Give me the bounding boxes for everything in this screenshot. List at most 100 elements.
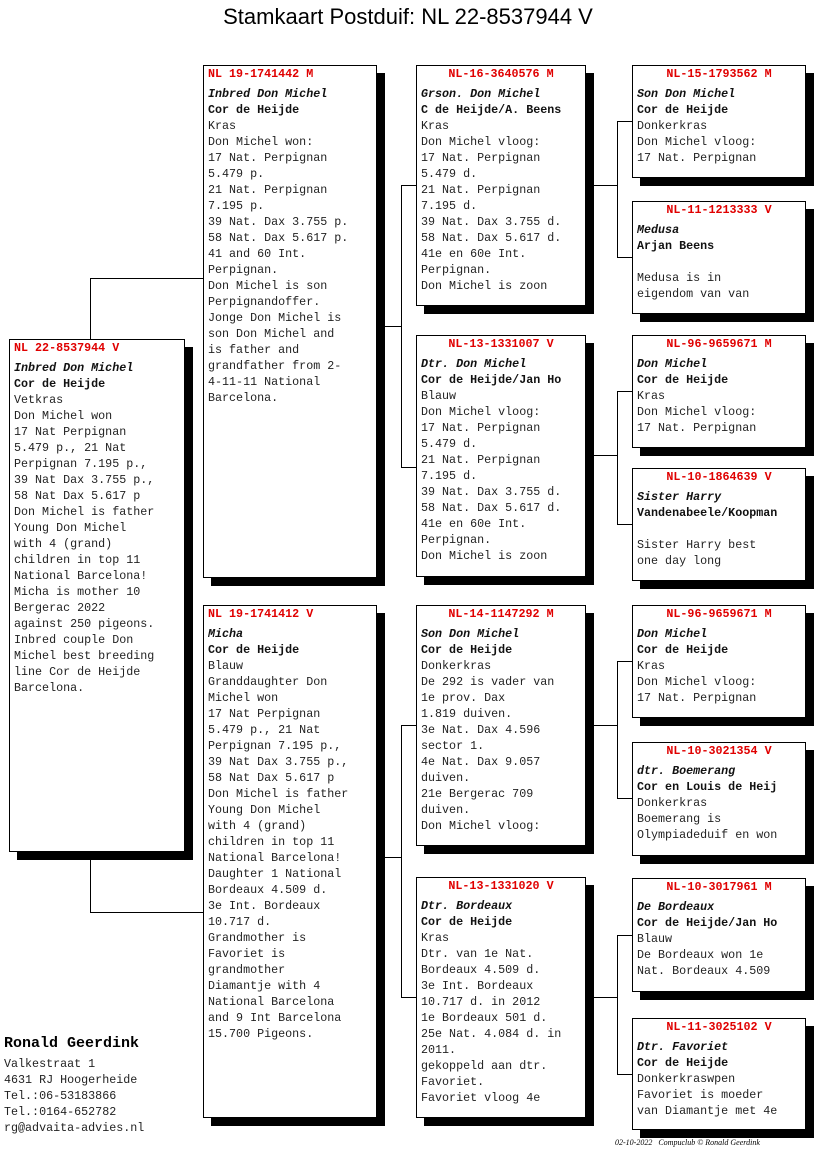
color: Kras — [637, 659, 666, 673]
note-line: 3e Nat. Dax 4.596 — [421, 723, 541, 737]
ring-number: NL-10-1864639 V — [666, 470, 772, 484]
note-line: Michel won — [208, 691, 279, 705]
breeder: Cor de Heijde/Jan Ho — [421, 373, 562, 387]
color: Blauw — [421, 389, 457, 403]
pigeon-name: Medusa — [637, 223, 680, 237]
note-line: Grandmother is — [208, 931, 307, 945]
note-line: Don Michel is father — [208, 787, 349, 801]
note-line: van Diamantje met 4e — [637, 1104, 778, 1118]
connector-line — [617, 121, 632, 122]
note-line: Favoriet. — [421, 1075, 485, 1089]
note-line: Don Michel won: — [208, 135, 314, 149]
note-line: De 292 is vader van — [421, 675, 555, 689]
note-line: Perpignandoffer. — [208, 295, 321, 309]
note-line: Barcelona. — [208, 391, 279, 405]
color: Blauw — [208, 659, 244, 673]
note-line: Perpignan. — [421, 263, 492, 277]
color: Vetkras — [14, 393, 64, 407]
note-line: 4-11-11 National — [208, 375, 321, 389]
note-line: Don Michel vloog: — [637, 405, 757, 419]
color: Kras — [421, 931, 450, 945]
ring-number: NL 22-8537944 V — [14, 341, 120, 355]
pigeon-card-sire: NL 19-1741442 M Inbred Don Michel Cor de H… — [203, 65, 377, 578]
note-line: Barcelona. — [14, 681, 85, 695]
note-line: 21 Nat. Perpignan — [421, 183, 541, 197]
owner-phone-2: Tel.:0164-652782 — [4, 1105, 117, 1119]
note-line: against 250 pigeons. — [14, 617, 155, 631]
color — [637, 521, 801, 537]
note-line: Bordeaux 4.509 d. — [208, 883, 328, 897]
note-line: 58 Nat. Dax 5.617 d. — [421, 501, 562, 515]
connector-line — [90, 859, 91, 912]
pigeon-card-dam-sire: NL-14-1147292 M Son Don Michel Cor de Heij… — [416, 605, 586, 846]
owner-phone: Tel.:06-53183866 — [4, 1089, 117, 1103]
ring-number: NL 19-1741412 V — [208, 607, 314, 621]
pigeon-name: Son Don Michel — [637, 87, 736, 101]
ring-number: NL 19-1741442 M — [208, 67, 314, 81]
ring-number: NL-16-3640576 M — [448, 67, 554, 81]
note-line: Granddaughter Don — [208, 675, 328, 689]
note-line: 17 Nat. Perpignan — [637, 421, 757, 435]
note-line: 17 Nat Perpignan — [208, 707, 321, 721]
ring-number: NL-13-1331020 V — [448, 879, 554, 893]
ring-number: NL-10-3021354 V — [666, 744, 772, 758]
note-line: 17 Nat. Perpignan — [421, 151, 541, 165]
ring-number: NL-11-3025102 V — [666, 1020, 772, 1034]
note-line: National Barcelona — [208, 995, 335, 1009]
note-line: Michel best breeding — [14, 649, 155, 663]
note-line: Perpignan. — [208, 263, 279, 277]
note-line: Nat. Bordeaux 4.509 — [637, 964, 771, 978]
footer-credit: 02-10-2022 Compuclub © Ronald Geerdink — [615, 1138, 760, 1147]
connector-line — [617, 661, 632, 662]
page-title: Stamkaart Postduif: NL 22-8537944 V — [223, 4, 593, 29]
note-line: 7.195 p. — [208, 199, 265, 213]
note-line: Inbred couple Don — [14, 633, 134, 647]
connector-line — [90, 278, 91, 339]
color: Kras — [637, 389, 666, 403]
breeder: Cor de Heijde — [421, 643, 513, 657]
pigeon-card-dam-sire-sire: NL-96-9659671 M Don Michel Cor de Heijde Kr… — [632, 605, 806, 718]
connector-line — [617, 661, 618, 798]
pigeon-name: Don Michel — [637, 627, 708, 641]
connector-line — [401, 467, 416, 468]
pigeon-card-sire-dam-sire: NL-96-9659671 M Don Michel Cor de Heijde Kr… — [632, 335, 806, 448]
ring-number: NL-13-1331007 V — [448, 337, 554, 351]
note-line: with 4 (grand) — [208, 819, 307, 833]
breeder: Vandenabeele/Koopman — [637, 506, 778, 520]
owner-name: Ronald Geerdink — [4, 1035, 140, 1052]
note-line: grandmother — [208, 963, 286, 977]
connector-line — [594, 455, 617, 456]
note-line: 39 Nat Dax 3.755 p., — [208, 755, 349, 769]
connector-line — [617, 524, 632, 525]
color: Kras — [208, 119, 237, 133]
note-line: 17 Nat. Perpignan — [208, 151, 328, 165]
pigeon-card-dam-dam-dam: NL-11-3025102 V Dtr. Favoriet Cor de Heijd… — [632, 1018, 806, 1130]
note-line: 5.479 p., 21 Nat — [14, 441, 127, 455]
note-line: Favoriet vloog 4e — [421, 1091, 541, 1105]
breeder: Arjan Beens — [637, 239, 715, 253]
note-line: Don Michel won — [14, 409, 113, 423]
note-line: with 4 (grand) — [14, 537, 113, 551]
breeder: Cor de Heijde — [637, 103, 729, 117]
note-line: 41e en 60e Int. — [421, 517, 527, 531]
note-line: Micha is mother 10 — [14, 585, 141, 599]
connector-line — [617, 1074, 632, 1075]
note-line: National Barcelona! — [208, 851, 342, 865]
note-line: duiven. — [421, 803, 471, 817]
note-line: 39 Nat Dax 3.755 p., — [14, 473, 155, 487]
pigeon-name: Sister Harry — [637, 490, 722, 504]
pigeon-card-dam-sire-dam: NL-10-3021354 V dtr. Boemerang Cor en Loui… — [632, 742, 806, 856]
note-line: Perpignan 7.195 p., — [208, 739, 342, 753]
pigeon-card-sire-sire: NL-16-3640576 M Grson. Don Michel C de Hei… — [416, 65, 586, 306]
note-line: children in top 11 — [208, 835, 335, 849]
note-line: Medusa is in — [637, 271, 722, 285]
ring-number: NL-14-1147292 M — [448, 607, 554, 621]
pigeon-card-subject: NL 22-8537944 V Inbred Don Michel Cor de H… — [9, 339, 185, 852]
note-line: 10.717 d. — [208, 915, 272, 929]
owner-info: Ronald Geerdink Valkestraat 1 4631 RJ Ho… — [4, 1034, 144, 1136]
note-line: Young Don Michel — [14, 521, 127, 535]
pigeon-card-sire-dam-dam: NL-10-1864639 V Sister Harry Vandenabeele/… — [632, 468, 806, 581]
connector-line — [594, 997, 617, 998]
pigeon-card-sire-dam: NL-13-1331007 V Dtr. Don Michel Cor de Hei… — [416, 335, 586, 577]
note-line: National Barcelona! — [14, 569, 148, 583]
